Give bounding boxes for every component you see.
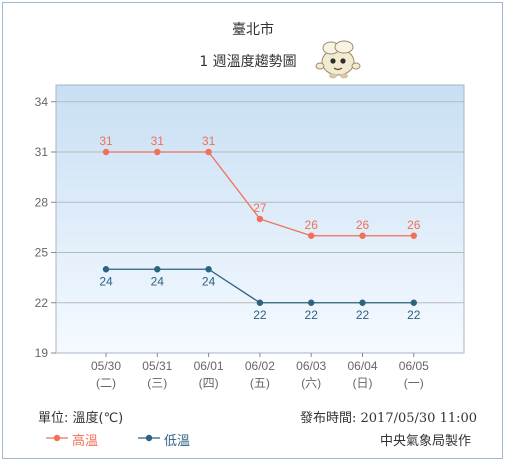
x-tick-label: 05/30 [91, 359, 121, 373]
data-label: 22 [253, 308, 267, 322]
x-tick-label: 05/31 [142, 359, 172, 373]
x-tick-label: 06/05 [399, 359, 429, 373]
publish-time: 發布時間: 2017/05/30 11:00 [300, 411, 478, 426]
x-tick-weekday: (一) [404, 376, 424, 390]
y-tick-label: 31 [35, 145, 49, 159]
legend-low-marker [138, 434, 160, 442]
data-point [359, 232, 366, 239]
data-label: 24 [151, 274, 165, 288]
data-point [102, 266, 110, 273]
data-label: 31 [151, 134, 165, 148]
data-label: 31 [99, 134, 113, 148]
producer-label: 中央氣象局製作 [380, 434, 472, 449]
data-point [359, 299, 366, 306]
x-tick-label: 06/01 [194, 359, 224, 373]
data-point [410, 232, 417, 239]
legend-high-label: 高溫 [72, 434, 99, 449]
x-tick-weekday: (三) [147, 376, 167, 390]
x-tick-weekday: (二) [96, 376, 116, 390]
data-point [205, 148, 212, 156]
cloud-mascot-icon [315, 40, 361, 79]
axis-ticks: 19 22 25 28 31 34 05/30 (二) 05/31 (三) 06/01 (四) 06/0… [35, 95, 429, 390]
data-point [154, 148, 161, 156]
data-label: 24 [99, 274, 113, 288]
data-label: 22 [356, 308, 370, 322]
data-label: 24 [202, 274, 216, 288]
data-point [205, 266, 212, 273]
x-tick-label: 06/03 [296, 359, 326, 373]
y-tick-label: 28 [35, 195, 49, 209]
y-tick-label: 34 [35, 95, 49, 109]
y-tick-label: 19 [35, 346, 49, 360]
unit-label: 單位: 溫度(℃) [38, 411, 124, 426]
chart-subtitle: 1 週溫度趨勢圖 [199, 54, 296, 70]
data-label: 27 [253, 201, 267, 215]
legend-high-marker [46, 434, 68, 442]
x-tick-weekday: (四) [199, 376, 219, 390]
legend-low-label: 低溫 [164, 434, 191, 449]
data-label: 22 [407, 308, 421, 322]
x-tick-label: 06/02 [245, 359, 275, 373]
data-label: 26 [407, 218, 421, 232]
series-layer: 31 31 31 27 26 26 26 24 24 24 22 22 22 22 [99, 134, 420, 322]
x-tick-weekday: (日) [353, 376, 373, 390]
data-point [256, 215, 264, 223]
data-label: 22 [305, 308, 319, 322]
data-label: 31 [202, 134, 216, 148]
data-point [410, 299, 417, 306]
y-tick-label: 22 [35, 296, 49, 310]
x-tick-weekday: (五) [250, 376, 270, 390]
chart-city-title: 臺北市 [232, 21, 274, 38]
x-tick-label: 06/04 [347, 359, 377, 373]
data-point [308, 299, 315, 306]
data-point [308, 232, 315, 239]
data-point [154, 266, 161, 273]
y-tick-label: 25 [35, 246, 49, 260]
x-tick-weekday: (六) [301, 376, 321, 390]
data-point [256, 299, 264, 306]
data-point [102, 148, 110, 156]
data-label: 26 [356, 218, 370, 232]
data-label: 26 [305, 218, 319, 232]
